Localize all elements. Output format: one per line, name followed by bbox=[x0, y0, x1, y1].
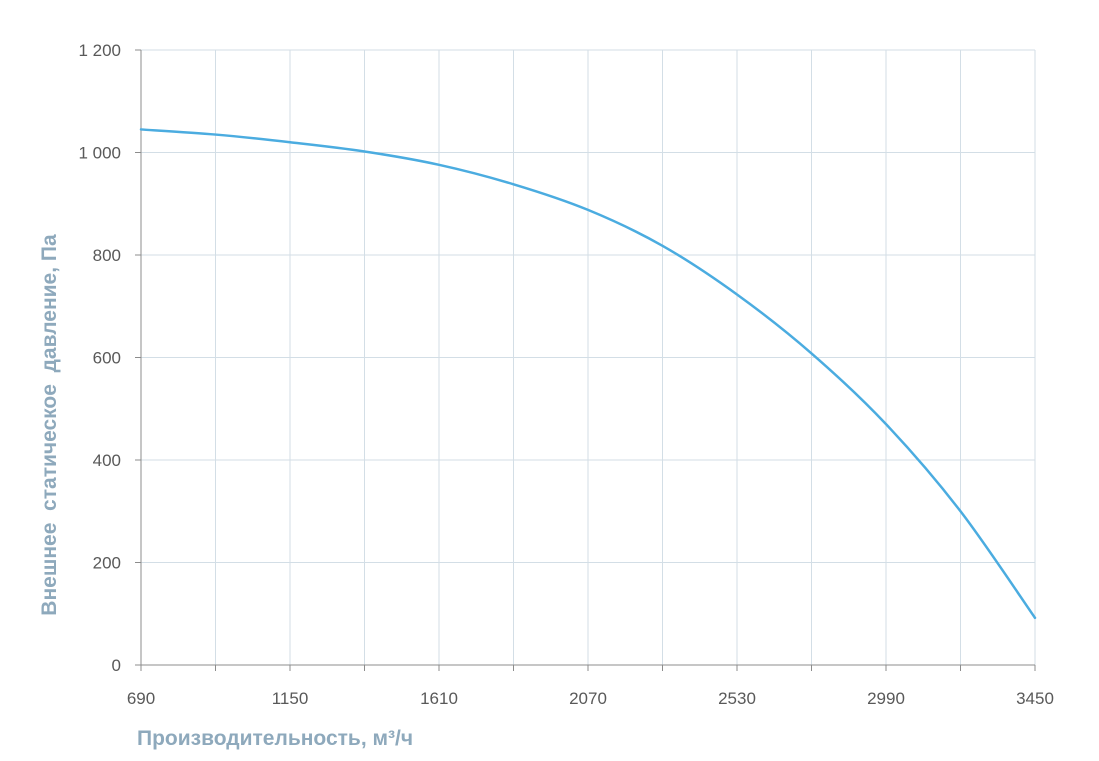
y-tick-label: 1 200 bbox=[78, 41, 121, 60]
axes bbox=[135, 49, 1036, 671]
x-tick-label: 2070 bbox=[569, 689, 607, 708]
y-tick-label: 800 bbox=[93, 246, 121, 265]
x-tick-label: 3450 bbox=[1016, 689, 1054, 708]
series-line bbox=[139, 128, 1037, 620]
y-tick-label: 1 000 bbox=[78, 144, 121, 163]
x-tick-label: 2990 bbox=[867, 689, 905, 708]
y-tick-label: 200 bbox=[93, 554, 121, 573]
y-tick-label: 0 bbox=[112, 656, 121, 675]
x-axis-title: Производительность, м³/ч bbox=[137, 727, 413, 750]
x-tick-labels: 690 1150 1610 2070 2530 2990 3450 bbox=[127, 689, 1054, 708]
y-tick-label: 600 bbox=[93, 349, 121, 368]
x-tick-label: 1610 bbox=[420, 689, 458, 708]
y-tick-labels: 0 200 400 600 800 1 000 1 200 bbox=[78, 41, 121, 675]
y-tick-label: 400 bbox=[93, 451, 121, 470]
x-tick-label: 2530 bbox=[718, 689, 756, 708]
x-tick-label: 1150 bbox=[272, 689, 309, 708]
series-layer bbox=[139, 128, 1037, 620]
x-tick-label: 690 bbox=[127, 689, 155, 708]
y-axis-title: Внешнее статическое давление, Па bbox=[38, 234, 61, 616]
grid-lines bbox=[141, 49, 1036, 665]
